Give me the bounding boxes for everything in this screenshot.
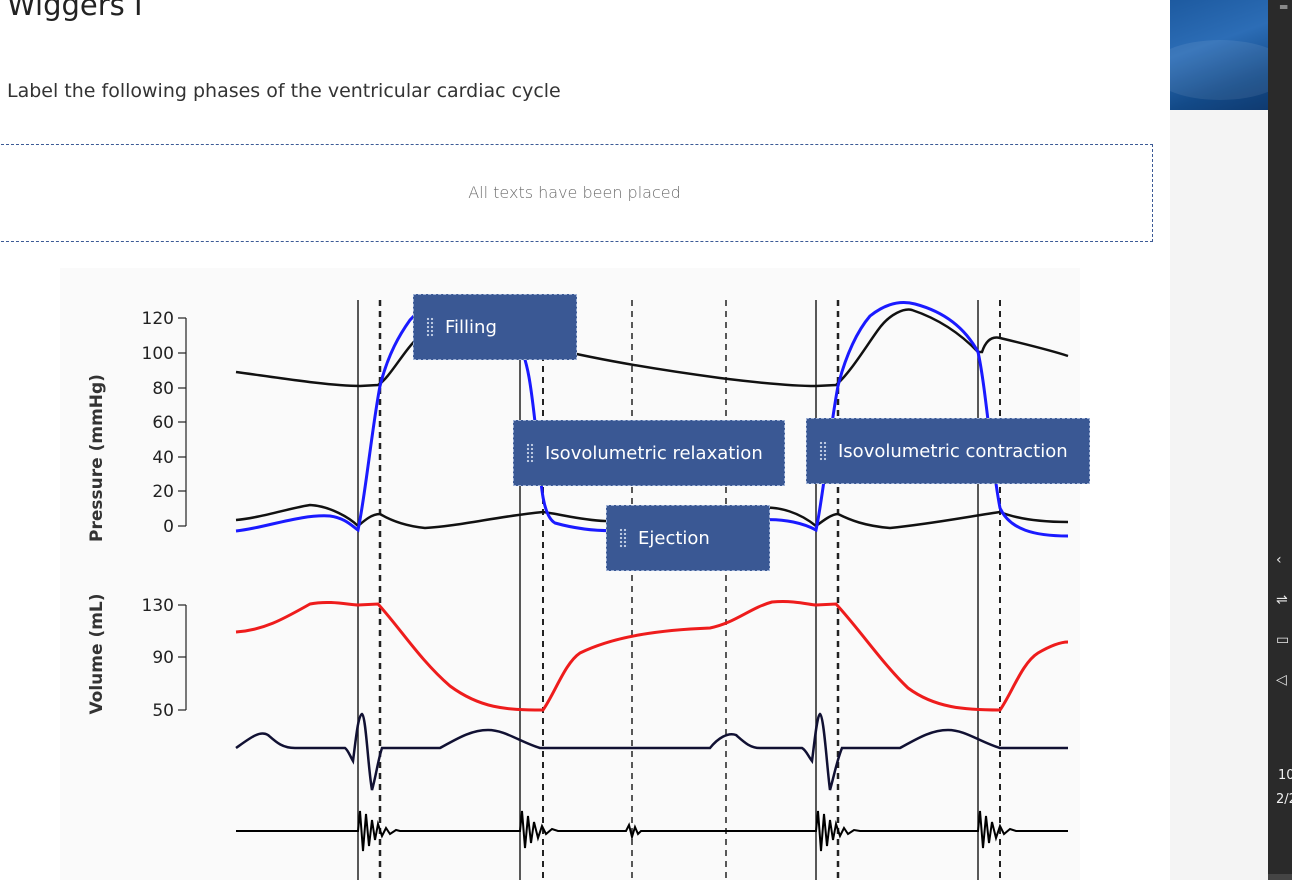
menu-icon[interactable]: ═ xyxy=(1280,0,1288,14)
pressure-tick-20: 20 xyxy=(152,482,174,502)
drag-handle-icon[interactable] xyxy=(619,528,628,548)
pressure-tick-0: 0 xyxy=(163,517,174,537)
pressure-tick-80: 80 xyxy=(152,379,174,399)
label-chip-text: Filling xyxy=(445,316,497,338)
clock-time[interactable]: 10 xyxy=(1278,768,1292,783)
wiggers-diagram-image: 120 100 80 60 40 20 0 Pressure (mmHg) 13… xyxy=(60,268,1080,880)
volume-tick-130: 130 xyxy=(142,596,174,616)
volume-axis-label: Volume (mL) xyxy=(87,593,107,714)
wiggers-diagram: 120 100 80 60 40 20 0 Pressure (mmHg) 13… xyxy=(60,268,1080,880)
ventricular-volume-curve xyxy=(235,600,1069,712)
all-placed-message: All texts have been placed xyxy=(468,183,681,202)
pressure-axis-label: Pressure (mmHg) xyxy=(87,374,107,542)
volume-tick-50: 50 xyxy=(152,701,174,721)
label-chip-filling[interactable]: Filling xyxy=(413,294,577,360)
label-chip-isovolumetric-contraction[interactable]: Isovolumetric contraction xyxy=(806,418,1090,484)
volume-icon[interactable]: ◁ xyxy=(1276,672,1287,688)
network-icon[interactable]: ⇌ xyxy=(1276,592,1288,608)
event-lines xyxy=(357,300,1001,880)
main-panel: Wiggers I Label the following phases of … xyxy=(0,0,1170,880)
label-chip-ejection[interactable]: Ejection xyxy=(606,505,770,571)
drag-handle-icon[interactable] xyxy=(426,317,435,337)
volume-axis xyxy=(178,604,187,711)
ecg-curve xyxy=(235,712,1068,791)
pressure-tick-120: 120 xyxy=(142,309,174,329)
pressure-tick-100: 100 xyxy=(142,344,174,364)
pressure-tick-60: 60 xyxy=(152,413,174,433)
drag-handle-icon[interactable] xyxy=(819,441,828,461)
clock-date[interactable]: 2/2 xyxy=(1276,792,1292,807)
taskbar-edge xyxy=(1268,874,1292,880)
phonocardiogram-curve xyxy=(236,810,1068,852)
sidebar-thumbnail-image xyxy=(1170,0,1268,110)
instructions-text: Label the following phases of the ventri… xyxy=(7,80,561,102)
label-bank-drop-zone[interactable]: All texts have been placed xyxy=(0,144,1153,242)
pressure-axis xyxy=(178,317,187,527)
volume-tick-90: 90 xyxy=(152,648,174,668)
taskbar: ═ ‹ ⇌ ▭ ◁ 10 2/2 xyxy=(1268,0,1292,880)
label-chip-isovolumetric-relaxation[interactable]: Isovolumetric relaxation xyxy=(513,420,785,486)
chevron-left-icon[interactable]: ‹ xyxy=(1276,552,1282,568)
page-title: Wiggers I xyxy=(7,0,143,22)
label-chip-text: Isovolumetric contraction xyxy=(838,440,1068,462)
label-chip-text: Ejection xyxy=(638,527,710,549)
drag-handle-icon[interactable] xyxy=(526,443,535,463)
pressure-tick-40: 40 xyxy=(152,448,174,468)
battery-icon[interactable]: ▭ xyxy=(1276,632,1290,648)
label-chip-text: Isovolumetric relaxation xyxy=(545,442,763,464)
